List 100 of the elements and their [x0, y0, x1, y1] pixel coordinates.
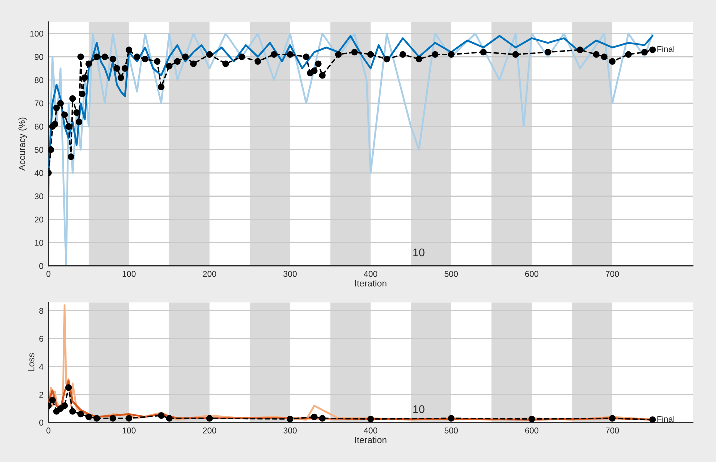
x-tick-label: 300: [284, 428, 297, 434]
point: [319, 72, 326, 79]
point: [448, 51, 455, 58]
y-tick-label: 100: [30, 30, 44, 37]
point: [315, 60, 322, 68]
point: [78, 54, 84, 60]
point: [544, 49, 552, 56]
point: [384, 56, 390, 63]
point: [86, 414, 92, 420]
point: [190, 60, 197, 68]
x-tick-label: 100: [122, 428, 136, 434]
point: [432, 51, 439, 58]
point: [49, 397, 56, 404]
y-tick-label: 6: [40, 336, 44, 342]
point: [650, 416, 656, 423]
point: [650, 46, 656, 54]
x-tick-label: 700: [606, 428, 620, 434]
point: [134, 54, 141, 60]
x-tick-label: 0: [46, 428, 51, 434]
point: [110, 56, 116, 63]
x-tick-label: 400: [364, 271, 378, 278]
point: [110, 415, 116, 422]
point: [206, 415, 214, 422]
point: [86, 60, 92, 68]
point: [351, 49, 358, 56]
y-tick-label: 90: [34, 54, 44, 60]
point: [66, 384, 72, 392]
point: [57, 100, 64, 107]
point: [68, 154, 75, 160]
x-tick-label: 500: [444, 428, 458, 434]
x-tick-label: 0: [46, 271, 51, 278]
x-axis-title: Iteration: [355, 280, 387, 287]
point: [79, 90, 86, 98]
line-series: [48, 32, 654, 266]
point: [238, 54, 246, 60]
point: [254, 58, 262, 65]
point: [311, 68, 318, 74]
point: [270, 51, 278, 58]
point: [53, 104, 60, 112]
point: [601, 54, 608, 60]
point: [70, 408, 76, 415]
point: [174, 58, 181, 65]
point: [319, 415, 326, 422]
y-tick-label: 2: [40, 392, 44, 398]
point: [448, 415, 455, 422]
y-tick-label: 0: [40, 420, 44, 426]
point: [287, 51, 294, 58]
point: [62, 112, 68, 118]
point: [287, 416, 294, 423]
y-tick-label: 0: [40, 263, 44, 270]
point: [593, 51, 600, 58]
point: [154, 58, 161, 65]
point: [94, 415, 100, 422]
x-tick-label: 600: [525, 428, 539, 434]
annotation: 10: [414, 405, 425, 414]
point: [368, 416, 374, 423]
y-tick-label: 40: [34, 170, 44, 176]
y-tick-label: 4: [39, 364, 44, 370]
point: [311, 414, 318, 420]
x-tick-label: 300: [284, 271, 297, 278]
point: [625, 51, 632, 58]
point: [82, 74, 88, 82]
point: [102, 54, 108, 60]
point: [577, 46, 584, 54]
point: [126, 415, 133, 422]
point: [66, 123, 72, 130]
x-tick-label: 600: [525, 271, 539, 278]
point: [158, 412, 165, 420]
y-tick-label: 60: [34, 124, 44, 130]
point: [609, 58, 616, 65]
point: [142, 56, 149, 63]
y-tick-label: 30: [34, 194, 44, 200]
x-tick-label: 500: [444, 271, 458, 278]
point: [114, 65, 120, 72]
point: [118, 74, 124, 82]
annotation: Final: [658, 46, 674, 52]
point: [182, 54, 189, 60]
x-tick-label: 200: [203, 271, 216, 278]
point: [70, 96, 76, 102]
point: [480, 49, 487, 56]
point: [94, 54, 100, 60]
annotation: 10: [414, 248, 425, 257]
y-axis-title: Loss: [28, 353, 35, 372]
point: [206, 51, 214, 58]
point: [400, 51, 406, 58]
y-tick-label: 50: [34, 147, 44, 154]
x-tick-label: 400: [364, 428, 378, 434]
point: [158, 84, 165, 91]
point: [166, 415, 173, 422]
point: [48, 146, 54, 154]
point: [74, 109, 80, 116]
x-tick-label: 200: [203, 428, 216, 434]
point: [641, 49, 648, 56]
y-tick-label: 8: [40, 308, 44, 314]
point: [222, 60, 230, 68]
y-tick-label: 10: [35, 240, 44, 246]
point: [122, 65, 129, 72]
point: [52, 121, 58, 128]
point: [126, 46, 133, 54]
y-tick-label: 80: [34, 77, 44, 84]
